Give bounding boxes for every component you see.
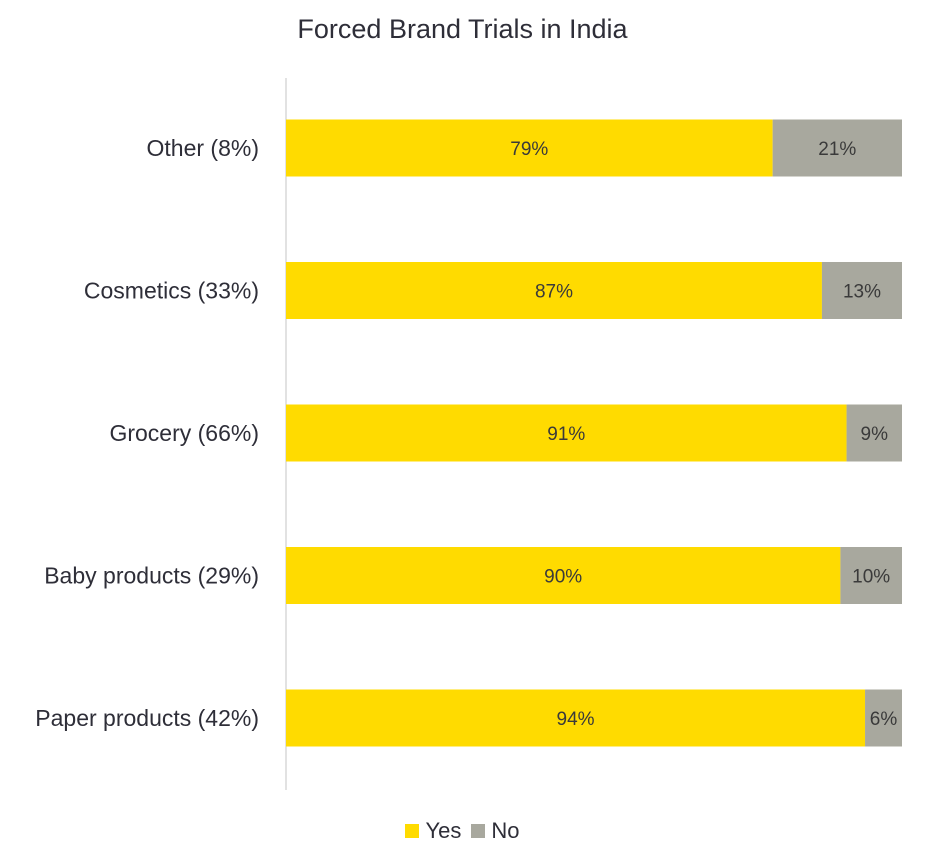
data-label-yes: 87% <box>535 282 573 303</box>
bar-no <box>840 547 902 604</box>
bar-no <box>846 404 902 462</box>
legend-swatch-no <box>471 824 486 838</box>
category-label: Baby products (29%) <box>44 563 259 589</box>
chart-title: Forced Brand Trials in India <box>297 14 628 44</box>
data-label-no: 9% <box>861 424 889 445</box>
data-label-no: 21% <box>818 139 856 160</box>
legend-swatch-yes <box>405 824 420 838</box>
data-label-no: 6% <box>870 709 898 730</box>
bar-yes <box>286 119 773 177</box>
legend-item-yes: Yes <box>405 818 461 844</box>
legend-label-no: No <box>491 818 520 843</box>
bar-yes <box>286 689 866 747</box>
bar-yes <box>286 262 822 319</box>
data-label-yes: 79% <box>510 139 548 160</box>
data-label-yes: 90% <box>544 567 582 588</box>
legend-label-yes: Yes <box>425 818 462 843</box>
category-label: Other (8%) <box>147 135 259 161</box>
data-label-yes: 91% <box>547 424 585 445</box>
data-label-no: 13% <box>843 282 881 303</box>
bar-yes <box>286 404 847 462</box>
bar-no <box>772 119 902 177</box>
category-label: Grocery (66%) <box>109 420 259 446</box>
legend-item-no: No <box>471 818 520 844</box>
category-label: Cosmetics (33%) <box>84 278 259 304</box>
bar-no <box>821 262 902 319</box>
data-label-no: 10% <box>852 567 890 588</box>
bar-no <box>865 689 902 747</box>
bar-yes <box>286 547 841 604</box>
legend: Yes No <box>0 818 925 844</box>
category-label: Paper products (42%) <box>35 705 259 731</box>
data-label-yes: 94% <box>557 709 595 730</box>
